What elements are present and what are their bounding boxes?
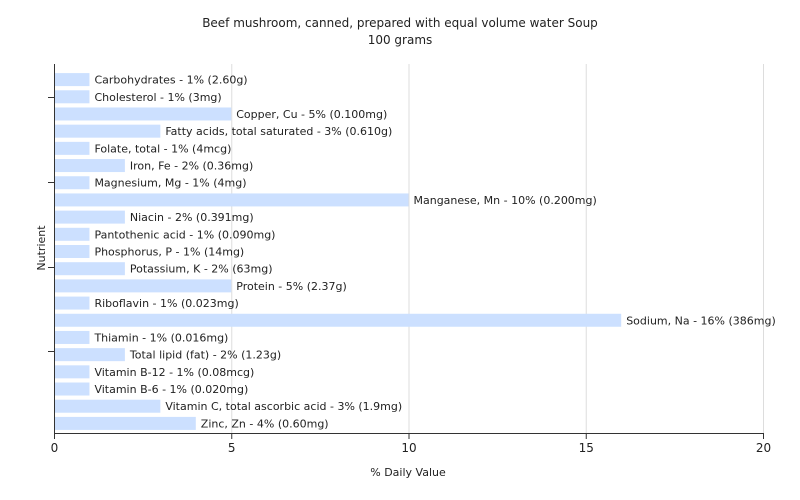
bar-label: Carbohydrates - 1% (2.60g)	[94, 74, 247, 87]
bar-label: Thiamin - 1% (0.016mg)	[93, 331, 228, 344]
bar-label: Iron, Fe - 2% (0.36mg)	[130, 160, 253, 173]
bar-label: Sodium, Na - 16% (386mg)	[626, 314, 776, 327]
bar-label: Niacin - 2% (0.391mg)	[130, 211, 254, 224]
bar	[55, 124, 161, 138]
bar-label: Fatty acids, total saturated - 3% (0.610…	[165, 125, 392, 138]
x-axis-title: % Daily Value	[370, 466, 446, 479]
bar-label: Potassium, K - 2% (63mg)	[130, 263, 273, 276]
bar-label: Vitamin B-12 - 1% (0.08mcg)	[94, 366, 254, 379]
bar	[55, 210, 125, 224]
bar	[55, 279, 232, 293]
x-tick-label: 5	[228, 441, 236, 455]
bar	[55, 245, 90, 258]
bar-label: Riboflavin - 1% (0.023mg)	[94, 297, 238, 310]
bar	[55, 107, 232, 121]
bar	[55, 382, 90, 396]
bar	[55, 90, 90, 104]
bar-label: Manganese, Mn - 10% (0.200mg)	[414, 194, 597, 207]
bar-label: Copper, Cu - 5% (0.100mg)	[236, 108, 387, 121]
bar-label: Zinc, Zn - 4% (0.60mg)	[201, 417, 329, 430]
bar-label: Folate, total - 1% (4mcg)	[94, 142, 231, 155]
bar	[55, 296, 90, 310]
bar-label: Protein - 5% (2.37g)	[236, 280, 347, 293]
x-tick-label: 0	[51, 441, 59, 455]
bar	[55, 73, 90, 87]
bar	[55, 141, 90, 155]
bar	[55, 262, 125, 276]
bar	[55, 348, 125, 362]
y-axis-title: Nutrient	[35, 225, 48, 271]
gridlines	[231, 64, 764, 433]
bar	[55, 365, 90, 379]
bar	[55, 416, 196, 430]
x-tick-label: 15	[579, 441, 594, 455]
bar-label: Magnesium, Mg - 1% (4mg)	[94, 177, 246, 190]
chart-title: Beef mushroom, canned, prepared with equ…	[202, 16, 598, 30]
x-tick-label: 20	[756, 441, 771, 455]
bar-label: Phosphorus, P - 1% (14mg)	[94, 246, 244, 259]
bar-label: Vitamin C, total ascorbic acid - 3% (1.9…	[165, 400, 402, 413]
bar-label: Pantothenic acid - 1% (0.090mg)	[94, 228, 275, 241]
bar-label: Vitamin B-6 - 1% (0.020mg)	[94, 383, 248, 396]
bars: Carbohydrates - 1% (2.60g) Cholesterol - …	[55, 73, 776, 430]
x-tick-label: 10	[401, 441, 416, 455]
bar-label: Cholesterol - 1% (3mg)	[94, 91, 221, 104]
bar	[55, 193, 409, 207]
bar	[55, 159, 125, 173]
bar-label: Total lipid (fat) - 2% (1.23g)	[129, 349, 281, 362]
bar	[55, 313, 622, 327]
bar	[55, 330, 90, 344]
axes: 0 5 10 15 20	[48, 64, 771, 455]
bar	[55, 227, 90, 241]
chart-subtitle: 100 grams	[368, 33, 433, 47]
bar	[55, 176, 90, 190]
bar	[55, 399, 161, 413]
